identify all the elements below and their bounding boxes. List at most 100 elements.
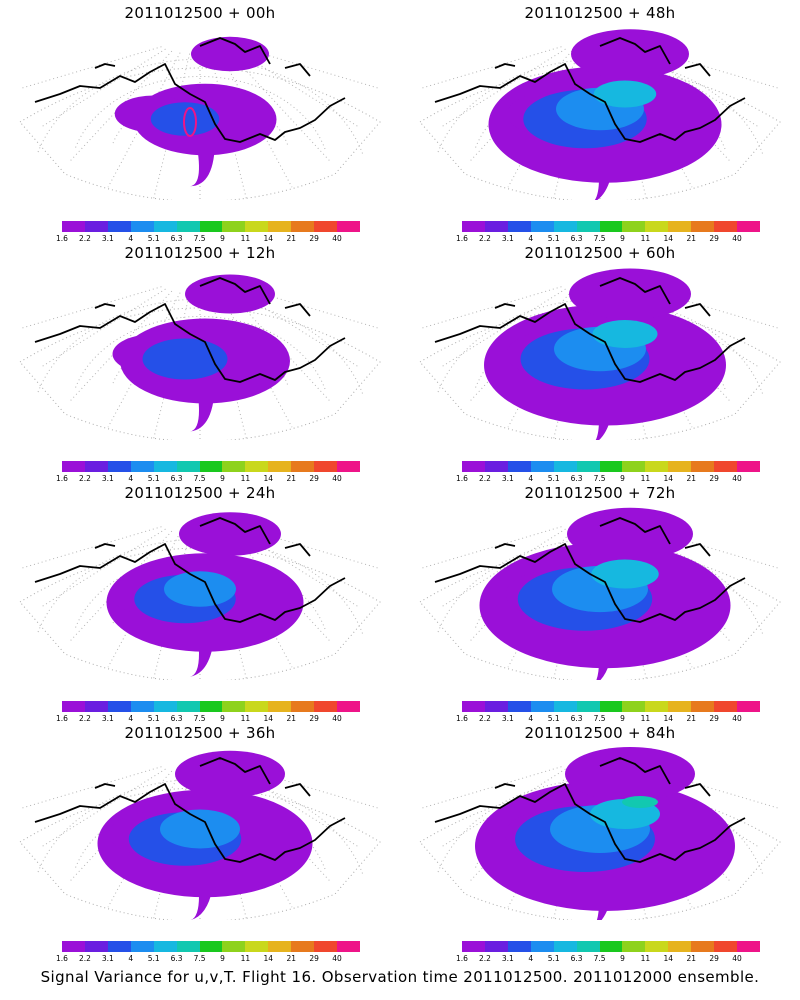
colorbar-swatch — [107, 941, 131, 952]
colorbar-tick-label: 11 — [240, 474, 251, 483]
colorbar — [62, 701, 360, 712]
colorbar-swatch — [553, 701, 577, 712]
colorbar — [462, 461, 760, 472]
colorbar-swatch — [668, 701, 692, 712]
panel-title: 2011012500 + 36h — [124, 724, 276, 742]
colorbar-tick-label: 5.1 — [547, 474, 560, 483]
map-area — [400, 264, 800, 449]
colorbar-swatch — [107, 461, 131, 472]
colorbar-swatch — [599, 221, 623, 232]
colorbar-swatch — [84, 701, 108, 712]
signal-variance-field — [484, 268, 726, 446]
colorbar-swatch — [553, 221, 577, 232]
colorbar-tick-label: 7.5 — [593, 234, 606, 243]
signal-variance-field — [106, 512, 304, 677]
map-domain-outline — [19, 547, 381, 682]
colorbar-swatch — [291, 941, 315, 952]
colorbar-swatch — [737, 701, 760, 712]
map-domain-outline — [419, 307, 781, 442]
colorbar-swatch — [599, 701, 623, 712]
colorbar-swatch — [245, 701, 269, 712]
colorbar-tick-label: 3.1 — [501, 234, 514, 243]
colorbar-tick-label: 4 — [128, 714, 134, 723]
colorbar-tick-label: 1.6 — [56, 714, 68, 723]
colorbar-tick-label: 21 — [286, 234, 296, 243]
colorbar-swatch — [691, 221, 715, 232]
map-domain-outline — [19, 787, 381, 922]
colorbar-tick-label: 14 — [263, 954, 274, 963]
colorbar-swatch — [714, 221, 738, 232]
colorbar-tick-label: 4 — [528, 234, 534, 243]
colorbar-swatch — [199, 941, 223, 952]
colorbar-swatch — [199, 221, 223, 232]
colorbar-swatch — [245, 941, 269, 952]
colorbar-swatch — [84, 221, 108, 232]
colorbar-tick-label: 14 — [263, 234, 274, 243]
colorbar-swatch — [484, 221, 508, 232]
colorbar-tick-label: 6.3 — [570, 714, 583, 723]
colorbar-swatch — [130, 701, 154, 712]
colorbar-swatch — [62, 221, 85, 232]
colorbar-swatch — [153, 221, 177, 232]
colorbar-swatch — [507, 461, 531, 472]
colorbar-tick-label: 40 — [332, 234, 342, 243]
colorbar-swatch — [314, 461, 338, 472]
colorbar-tick-label: 40 — [332, 474, 342, 483]
colorbar-tick-label: 21 — [286, 954, 296, 963]
colorbar-swatch — [245, 461, 269, 472]
forecast-panel: 2011012500 + 36h 1.6 2.2 3.1 4 5.1 6.3 7.5 9 11 14… — [0, 720, 400, 963]
polar-stereographic-map — [19, 512, 381, 689]
colorbar-tick-label: 9 — [620, 714, 625, 723]
colorbar-tick-label: 5.1 — [147, 714, 160, 723]
panel-title: 2011012500 + 48h — [524, 4, 676, 22]
forecast-panel: 2011012500 + 48h 1.6 2.2 3.1 4 5.1 6.3 7.5 9 11 14… — [400, 0, 800, 243]
colorbar-swatch — [714, 461, 738, 472]
polar-stereographic-map — [419, 507, 781, 689]
colorbar-tick-label: 9 — [220, 714, 225, 723]
colorbar-tick-label: 5.1 — [547, 714, 560, 723]
colorbar-swatch — [737, 461, 760, 472]
forecast-panel: 2011012500 + 24h 1.6 2.2 3.1 4 5.1 6.3 7.5 9 11 14… — [0, 480, 400, 723]
colorbar-swatch — [645, 701, 669, 712]
colorbar-tick-label: 4 — [128, 474, 134, 483]
colorbar-swatch — [268, 461, 292, 472]
colorbar-tick-label: 7.5 — [193, 474, 206, 483]
colorbar-swatch — [714, 701, 738, 712]
colorbar-tick-label: 14 — [663, 714, 674, 723]
colorbar-tick-label: 5.1 — [147, 234, 160, 243]
colorbar-swatch — [314, 941, 338, 952]
colorbar-tick-label: 6.3 — [170, 714, 183, 723]
signal-variance-field — [114, 36, 277, 187]
colorbar-swatch — [462, 941, 485, 952]
colorbar-swatch — [222, 461, 246, 472]
colorbar-swatch — [107, 221, 131, 232]
colorbar-swatch — [130, 221, 154, 232]
colorbar-swatch — [291, 701, 315, 712]
colorbar-tick-label: 11 — [640, 234, 651, 243]
colorbar-tick-label: 4 — [128, 954, 134, 963]
colorbar-tick-labels: 1.6 2.2 3.1 4 5.1 6.3 7.5 9 11 14 21 29 40 — [456, 474, 760, 484]
colorbar-swatch — [176, 701, 200, 712]
colorbar-tick-labels: 1.6 2.2 3.1 4 5.1 6.3 7.5 9 11 14 21 29 40 — [456, 954, 760, 964]
colorbar-tick-label: 14 — [263, 474, 274, 483]
colorbar-swatch — [622, 461, 646, 472]
colorbar-tick-label: 6.3 — [170, 474, 183, 483]
colorbar-tick-label: 11 — [640, 954, 651, 963]
colorbar-swatch — [153, 941, 177, 952]
colorbar-swatch — [268, 701, 292, 712]
colorbar-tick-label: 4 — [528, 954, 534, 963]
colorbar-tick-label: 7.5 — [193, 954, 206, 963]
colorbar-swatch — [484, 701, 508, 712]
panel-title: 2011012500 + 84h — [524, 724, 676, 742]
colorbar-swatch — [153, 461, 177, 472]
colorbar-swatch — [62, 461, 85, 472]
colorbar-tick-label: 11 — [240, 954, 251, 963]
forecast-panel: 2011012500 + 60h 1.6 2.2 3.1 4 5.1 6.3 7.5 9 11 14… — [400, 240, 800, 483]
colorbar-tick-label: 3.1 — [501, 474, 514, 483]
colorbar-swatch — [737, 221, 760, 232]
colorbar-tick-label: 2.2 — [78, 714, 91, 723]
colorbar-tick-label: 11 — [640, 474, 651, 483]
colorbar-tick-label: 29 — [309, 234, 319, 243]
polar-stereographic-map — [19, 36, 381, 209]
colorbar-swatch — [530, 701, 554, 712]
